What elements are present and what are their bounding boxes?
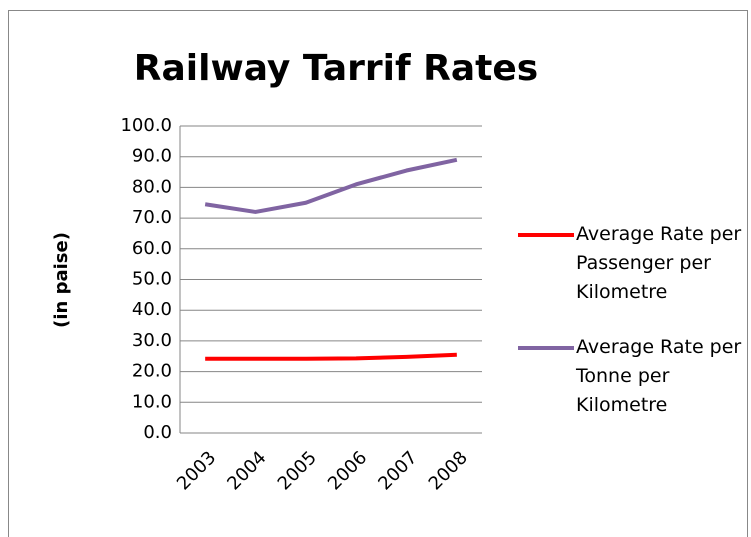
y-tick-label: 40.0 [132,299,172,320]
legend-label: Average Rate per Tonne per Kilometre [576,336,742,416]
series-line [204,157,458,214]
y-tick-label: 0.0 [143,422,172,443]
y-tick-label: 10.0 [132,391,172,412]
y-axis-label: (in paise) [51,232,72,328]
y-tick-label: 60.0 [132,238,172,259]
y-tick-label: 100.0 [120,115,172,136]
y-tick-label: 70.0 [132,207,172,228]
chart-border [8,10,748,537]
y-tick-label: 30.0 [132,330,172,351]
series-line [205,352,457,361]
chart-title: Railway Tarrif Rates [134,48,538,89]
legend-label: Average Rate per Passenger per Kilometre [576,223,742,303]
y-tick-label: 90.0 [132,146,172,167]
y-tick-label: 80.0 [132,176,172,197]
y-tick-label: 20.0 [132,361,172,382]
y-tick-label: 50.0 [132,269,172,290]
